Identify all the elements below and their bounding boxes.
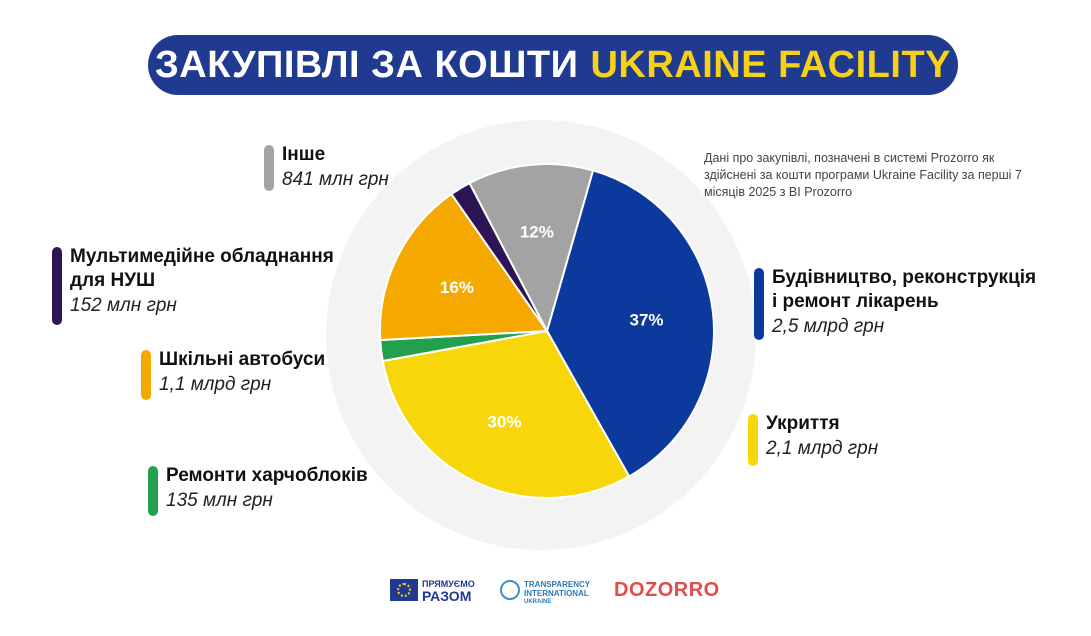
transparency-international-logo: TRANSPARENCY INTERNATIONAL UKRAINE [500,578,600,605]
legend-color-bar [748,414,758,466]
footer-logos: ПРЯМУЄМО РАЗОМ TRANSPARENCY INTERNATIONA… [0,576,1091,606]
ti-line3: UKRAINE [524,599,552,605]
legend-item-multimedia: Мультимедійне обладнання для НУШ 152 млн… [52,245,334,325]
legend-item-shelters: Укриття 2,1 млрд грн [748,412,879,466]
data-source-note: Дані про закупівлі, позначені в системі … [704,151,1022,199]
pie-percent-label-1: 30% [487,413,521,432]
legend-color-bar [264,145,274,191]
pie-slice-0 [545,169,715,478]
legend-value: 2,1 млрд грн [766,438,879,459]
legend-color-bar [52,247,62,325]
legend-color-bar [141,350,151,400]
legend-value: 135 млн грн [166,490,273,511]
eu-logo-line1: ПРЯМУЄМО [422,579,475,589]
eu-flag-icon [390,579,418,601]
pie-slice-3 [379,192,549,342]
dozorro-logo: DOZORRO [614,579,720,601]
legend-name: Укриття [766,413,840,434]
globe-icon [500,580,520,600]
legend-name: Ремонти харчоблоків [166,465,368,486]
title-accent: UKRAINE FACILITY [590,43,951,86]
ti-line2: INTERNATIONAL [524,589,589,598]
legend-name: Інше [282,144,326,165]
pie-slice-5 [468,163,595,334]
legend-color-bar [148,466,158,516]
eu-logo-line2: РАЗОМ [422,588,472,604]
legend-name-line2: для НУШ [70,270,156,291]
legend-color-bar [754,268,764,340]
legend-value: 1,1 млрд грн [159,374,272,395]
pie-percent-label-5: 12% [520,222,554,241]
eu-logo: ПРЯМУЄМО РАЗОМ [390,579,476,604]
legend-name: Шкільні автобуси [159,349,326,370]
legend-value: 152 млн грн [70,295,177,316]
legend-value: 841 млн грн [282,169,389,190]
legend-item-hospitals: Будівництво, реконструкція і ремонт ліка… [754,266,1036,340]
legend-item-buses: Шкільні автобуси 1,1 млрд грн [141,348,326,400]
pie-percent-label-3: 16% [440,278,474,297]
page-title: ЗАКУПІВЛІ ЗА КОШТИ UKRAINE FACILITY [148,35,958,95]
legend-name-line2: і ремонт лікарень [772,291,939,312]
legend-value: 2,5 млрд грн [772,316,885,337]
pie-percent-label-0: 37% [629,310,663,329]
legend-name: Будівництво, реконструкція [772,267,1037,288]
legend-item-canteens: Ремонти харчоблоків 135 млн грн [148,464,368,516]
ti-line1: TRANSPARENCY [524,580,591,589]
pie-slice-1 [381,329,631,499]
title-main: ЗАКУПІВЛІ ЗА КОШТИ [155,43,579,86]
legend-name: Мультимедійне обладнання [70,246,334,267]
legend-item-other: Інше 841 млн грн [264,143,389,193]
